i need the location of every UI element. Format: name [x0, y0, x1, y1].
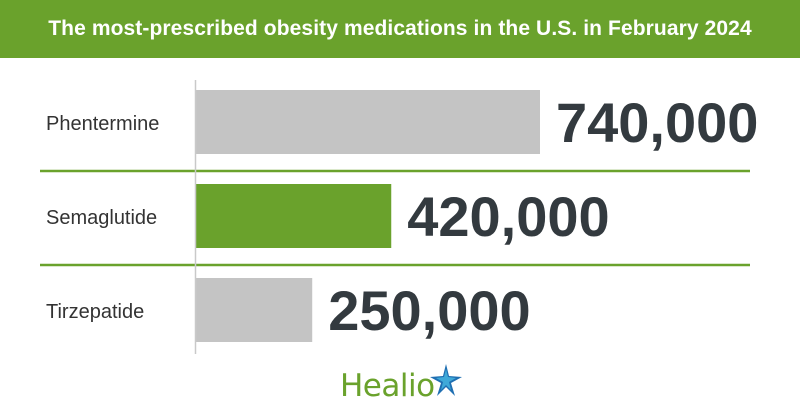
- bar: [196, 90, 540, 154]
- bar: [196, 184, 392, 248]
- category-label: Semaglutide: [46, 207, 157, 229]
- value-label: 740,000: [556, 91, 758, 154]
- value-label: 420,000: [407, 185, 609, 248]
- chart-title: The most-prescribed obesity medications …: [48, 17, 752, 40]
- category-label: Tirzepatide: [46, 301, 144, 323]
- chart-header: The most-prescribed obesity medications …: [0, 0, 800, 58]
- category-label: Phentermine: [46, 113, 159, 135]
- logo-text: Healio: [340, 368, 435, 404]
- value-label: 250,000: [328, 279, 530, 342]
- star-icon: [429, 364, 462, 396]
- bar-chart: Phentermine 740,000 Semaglutide 420,000 Tirz…: [40, 80, 758, 354]
- bar: [196, 278, 313, 342]
- healio-logo: Healio: [340, 364, 463, 406]
